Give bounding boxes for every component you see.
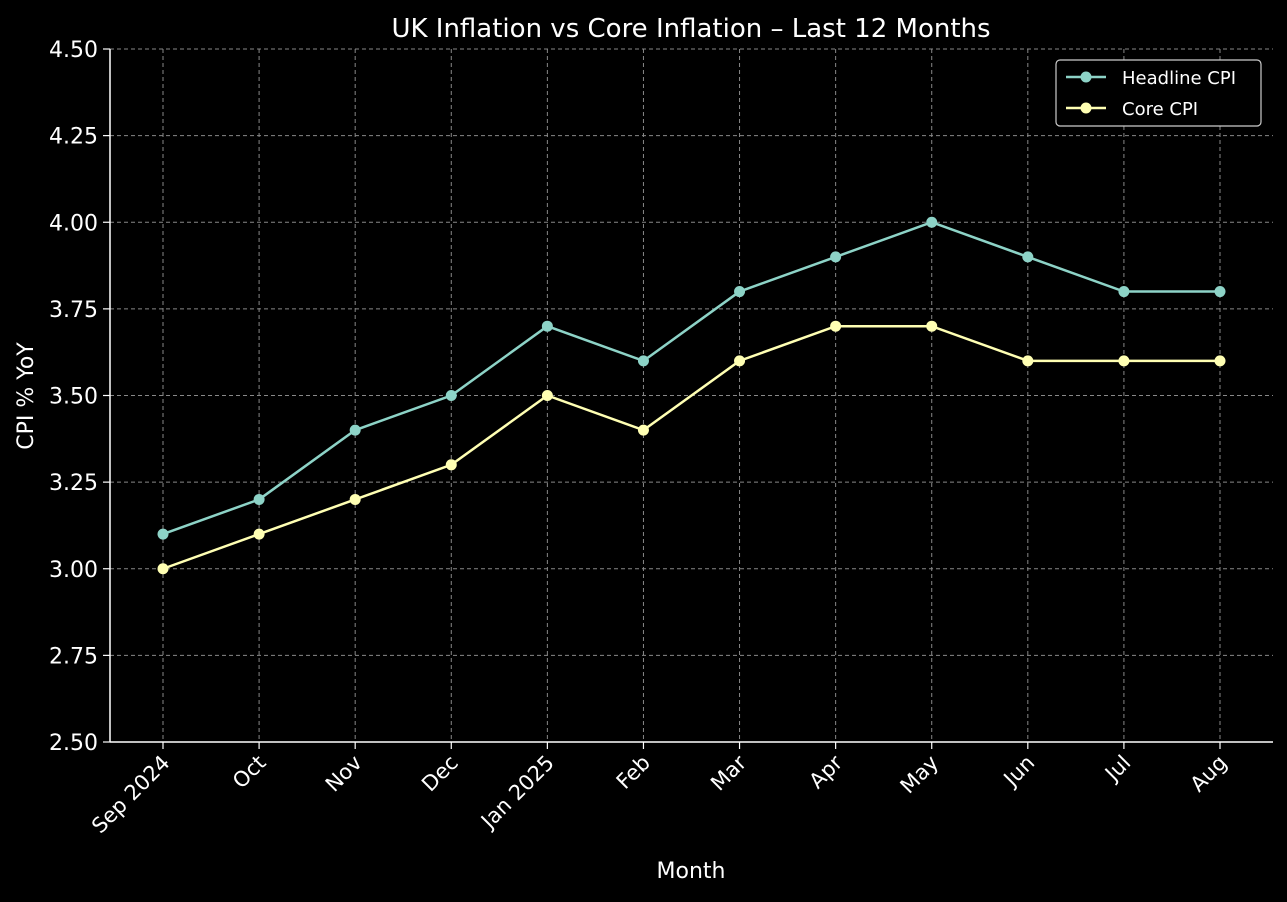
series-line-headline-cpi	[162, 220, 1220, 536]
data-point-headline-cpi	[830, 251, 842, 263]
x-tick-label: Aug	[1186, 751, 1232, 797]
data-point-core-cpi	[830, 320, 842, 332]
data-point-headline-cpi	[1022, 251, 1034, 263]
series-line-core-cpi	[162, 324, 1220, 570]
y-tick-label: 4.00	[49, 211, 98, 236]
data-point-core-cpi	[1022, 355, 1034, 367]
x-tick-label: Jan 2025	[475, 751, 559, 835]
legend-label: Core CPI	[1122, 99, 1198, 120]
data-point-core-cpi	[349, 493, 361, 505]
legend-label: Headline CPI	[1122, 68, 1236, 89]
y-tick-label: 4.50	[49, 38, 98, 63]
data-point-core-cpi	[253, 528, 265, 540]
x-tick-label: Dec	[417, 751, 463, 797]
data-point-core-cpi	[734, 355, 746, 367]
y-tick-label: 2.50	[49, 731, 98, 756]
x-tick-label: Jul	[1099, 751, 1135, 787]
x-tick-label: Sep 2024	[87, 751, 174, 838]
y-tick-label: 3.25	[49, 471, 98, 496]
y-tick-label: 3.50	[49, 385, 98, 410]
data-point-core-cpi	[1214, 355, 1226, 367]
x-tick-label: Apr	[805, 750, 848, 793]
chart-title: UK Inflation vs Core Inflation – Last 12…	[391, 14, 990, 44]
y-tick-label: 3.75	[49, 298, 98, 323]
data-point-headline-cpi	[349, 424, 361, 436]
data-point-headline-cpi	[1118, 286, 1130, 298]
legend: Headline CPI Core CPI	[1055, 59, 1262, 127]
x-axis-label: Month	[657, 859, 726, 884]
x-tick-label: Jun	[998, 751, 1040, 793]
data-point-core-cpi	[637, 424, 649, 436]
legend-marker	[1080, 71, 1092, 83]
legend-marker	[1080, 102, 1092, 114]
data-point-headline-cpi	[1214, 286, 1226, 298]
data-point-core-cpi	[1118, 355, 1130, 367]
data-point-headline-cpi	[926, 216, 938, 228]
y-tick-label: 4.25	[49, 125, 98, 150]
data-point-headline-cpi	[541, 320, 553, 332]
x-tick-label: Mar	[706, 750, 751, 795]
data-point-core-cpi	[445, 459, 457, 471]
legend-box	[1055, 59, 1262, 127]
data-point-core-cpi	[541, 390, 553, 401]
data-point-headline-cpi	[157, 528, 169, 540]
data-point-headline-cpi	[445, 390, 457, 401]
y-tick-label: 2.75	[49, 644, 98, 669]
data-point-headline-cpi	[637, 355, 649, 367]
x-tick-label: May	[896, 751, 944, 799]
data-point-headline-cpi	[253, 493, 265, 505]
x-tick-label: Nov	[321, 751, 367, 797]
data-point-core-cpi	[926, 320, 938, 332]
data-point-headline-cpi	[734, 286, 746, 298]
y-tick-label: 3.00	[49, 558, 98, 583]
x-tick-label: Oct	[228, 751, 271, 794]
y-axis-label: CPI % YoY	[14, 342, 39, 450]
data-point-core-cpi	[157, 563, 169, 575]
x-tick-label: Feb	[612, 751, 655, 794]
